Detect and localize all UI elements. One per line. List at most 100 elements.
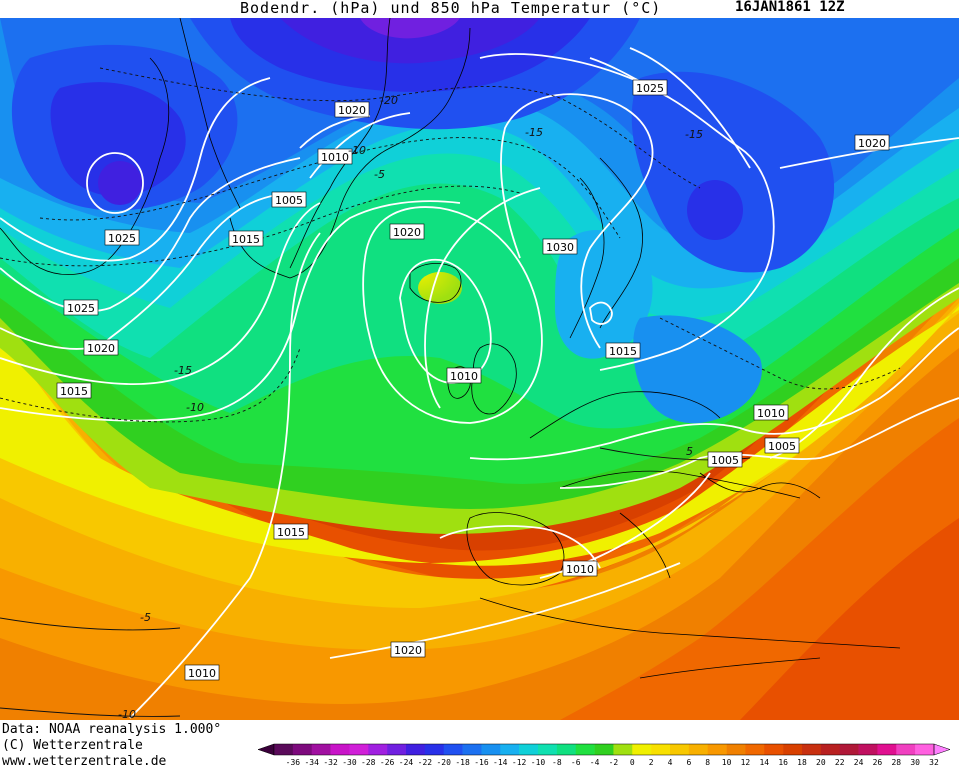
- isobar-label: 1020: [858, 137, 886, 150]
- colorbar-swatch: [745, 744, 765, 755]
- colorbar-tick-label: -8: [552, 758, 562, 767]
- colorbar-tick-label: 0: [630, 758, 635, 767]
- isobar-labels: 1020 1025 1020 1010 1005 1025 1015 1020 …: [56, 79, 890, 681]
- isobar-label: 1010: [188, 667, 216, 680]
- colorbar-tick-label: -20: [436, 758, 451, 767]
- colorbar-tick-label: 30: [910, 758, 920, 767]
- temperature-field: [0, 18, 959, 720]
- isobar-label: 1020: [394, 644, 422, 657]
- colorbar-swatch: [877, 744, 897, 755]
- isotherm-label: -10: [118, 708, 136, 720]
- colorbar-tick-label: -16: [474, 758, 489, 767]
- colorbar-tick-label: -26: [380, 758, 395, 767]
- colorbar-tick-label: -30: [342, 758, 357, 767]
- colorbar-swatch: [707, 744, 727, 755]
- colorbar-over-arrow: [933, 743, 951, 756]
- colorbar-swatch: [726, 744, 746, 755]
- colorbar-tick-label: 22: [835, 758, 845, 767]
- colorbar-swatch: [519, 744, 539, 755]
- isotherm-label: -5: [140, 611, 151, 624]
- temperature-colorbar: -36 -34 -32 -30 -28 -26 -24 -22 -20 -18 -16 -14 -12-…: [258, 743, 951, 767]
- isotherm-label: -5: [374, 168, 385, 181]
- colorbar-swatch: [330, 744, 350, 755]
- isobar-label: 1015: [609, 345, 637, 358]
- colorbar-swatch: [538, 744, 558, 755]
- isobars: [0, 47, 959, 719]
- colorbar-tick-label: 28: [891, 758, 901, 767]
- colorbar-swatch: [783, 744, 803, 755]
- colorbar-swatch: [274, 744, 294, 755]
- colorbar-tick-label: 10: [722, 758, 732, 767]
- colorbar-tick-label: 24: [854, 758, 864, 767]
- map-title: Bodendr. (hPa) und 850 hPa Temperatur (°…: [240, 0, 662, 17]
- isobar-label: 1025: [108, 232, 136, 245]
- colorbar-tick-label: 26: [873, 758, 883, 767]
- isotherm-label: -20: [380, 94, 398, 107]
- isobar-label: 1010: [757, 407, 785, 420]
- header-bar: Bodendr. (hPa) und 850 hPa Temperatur (°…: [0, 0, 959, 18]
- isobar-label: 1015: [232, 233, 260, 246]
- isobar-label: 1020: [338, 104, 366, 117]
- isobar-label: 1005: [768, 440, 796, 453]
- colorbar-tick-label: -6: [571, 758, 581, 767]
- isobar-label: 1010: [566, 563, 594, 576]
- isotherm-label: -15: [525, 126, 543, 139]
- colorbar-tick-label: -32: [323, 758, 338, 767]
- colorbar-tick-label: -2: [609, 758, 619, 767]
- colorbar-under-arrow: [258, 743, 275, 756]
- colorbar-tick-label: -12: [512, 758, 527, 767]
- colorbar-swatch: [556, 744, 577, 755]
- colorbar-tick-label: 12: [741, 758, 751, 767]
- colorbar-tick-label: 8: [705, 758, 710, 767]
- colorbar-swatch: [613, 744, 633, 755]
- colorbar-swatch: [368, 744, 388, 755]
- colorbar-swatch: [802, 744, 822, 755]
- isotherm-label: -15: [685, 128, 703, 141]
- isobar-label: 1015: [60, 385, 88, 398]
- colorbar-swatches: [258, 743, 951, 756]
- colorbar-swatch: [839, 744, 859, 755]
- colorbar-swatch: [311, 744, 331, 755]
- colorbar-swatch: [820, 744, 841, 755]
- colorbar-swatch: [575, 744, 595, 755]
- map-datestamp: 16JAN1861 12Z: [735, 0, 845, 15]
- isobar-label: 1030: [546, 241, 574, 254]
- colorbar-tick-label: 20: [816, 758, 826, 767]
- colorbar-swatch: [896, 744, 916, 755]
- colorbar-tick-label: -24: [399, 758, 414, 767]
- isobar-label: 1010: [450, 370, 478, 383]
- colorbar-swatch: [292, 744, 313, 755]
- colorbar-swatch: [462, 744, 482, 755]
- isotherm-label: -10: [348, 144, 366, 157]
- colorbar-swatch: [594, 744, 614, 755]
- colorbar-tick-label: -36: [286, 758, 301, 767]
- isobar-label: 1020: [393, 226, 421, 239]
- colorbar-swatch: [915, 744, 935, 755]
- colorbar-tick-label: -34: [304, 758, 319, 767]
- colorbar-swatch: [387, 744, 407, 755]
- isobar-label: 1005: [275, 194, 303, 207]
- colorbar-tick-label: 32: [929, 758, 939, 767]
- website-url: www.wetterzentrale.de: [2, 754, 167, 769]
- isobar-label: 1025: [636, 82, 664, 95]
- data-source-credit: Data: NOAA reanalysis 1.000°: [2, 722, 222, 737]
- colorbar-swatch: [858, 744, 878, 755]
- colorbar-swatch: [688, 744, 709, 755]
- isotherm-label: -15: [174, 364, 192, 377]
- colorbar-swatch: [481, 744, 501, 755]
- isobar-label: 1015: [277, 526, 305, 539]
- copyright-credit: (C) Wetterzentrale: [2, 738, 143, 753]
- colorbar-swatch: [764, 744, 784, 755]
- colorbar-swatch: [443, 744, 463, 755]
- isobar-label: 1010: [321, 151, 349, 164]
- colorbar-tick-label: 6: [686, 758, 691, 767]
- isotherm-labels: -20 -15 -15 -10 -10 -5 -5 -10 -15 5: [118, 94, 703, 720]
- colorbar-swatch: [424, 744, 445, 755]
- colorbar-swatch: [632, 744, 652, 755]
- colorbar-swatch: [406, 744, 426, 755]
- isotherms: [0, 67, 901, 423]
- colorbar-tick-label: 18: [797, 758, 807, 767]
- isobar-label: 1005: [711, 454, 739, 467]
- isobar-label: 1020: [87, 342, 115, 355]
- colorbar-swatch: [349, 744, 369, 755]
